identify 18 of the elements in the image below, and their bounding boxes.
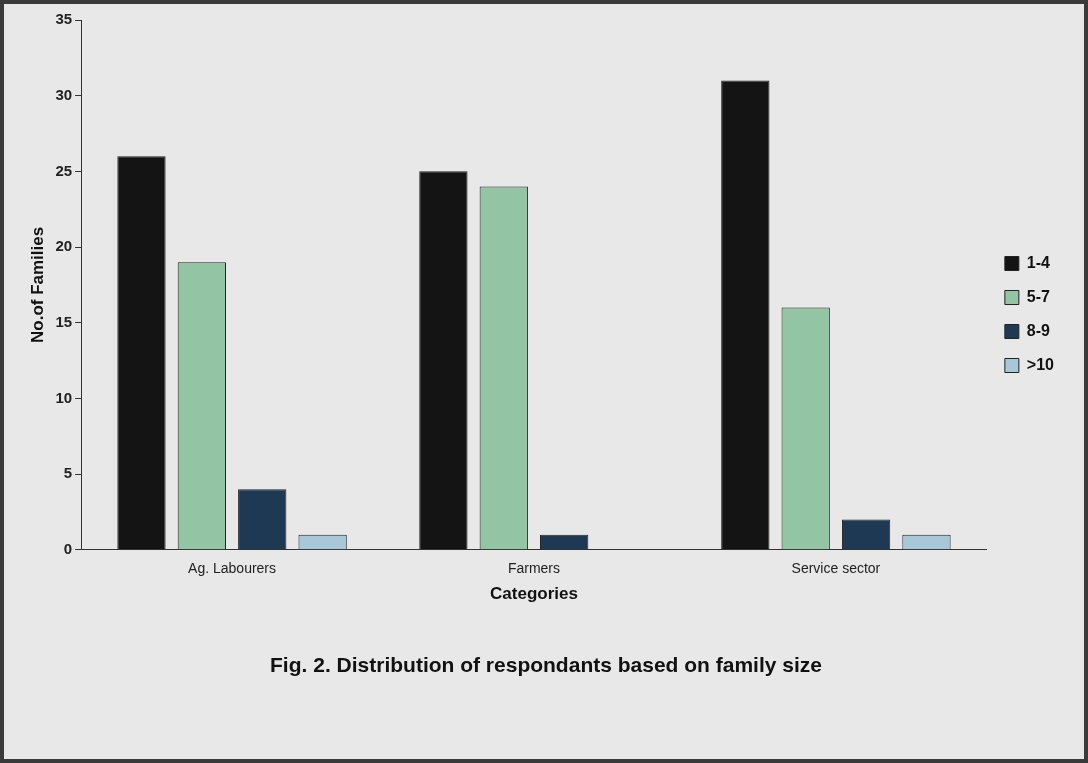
x-tick-label: Farmers — [507, 560, 561, 577]
legend-label: 1-4 — [1026, 253, 1051, 271]
legend-label: 8-9 — [1026, 321, 1051, 339]
y-axis-title: No.of Families — [27, 226, 47, 343]
y-tick-label: 15 — [55, 312, 73, 330]
caption: Fig. 2. Distribution of respondants based on family size — [270, 652, 822, 676]
x-axis-title: Categories — [490, 584, 578, 604]
y-tick-label: 35 — [55, 10, 73, 28]
y-tick-label: 30 — [55, 85, 73, 103]
y-tick-label: 20 — [55, 237, 73, 255]
y-tick-label: 0 — [63, 539, 73, 557]
y-tick-label: 5 — [63, 464, 73, 482]
legend-label: >10 — [1026, 355, 1055, 373]
legend-label: 5-7 — [1026, 287, 1051, 305]
y-tick-label: 10 — [55, 388, 73, 406]
y-tick-label: 25 — [55, 161, 73, 179]
x-tick-label: Ag. Labourers — [188, 560, 277, 577]
x-tick-label: Service sector — [791, 560, 881, 577]
